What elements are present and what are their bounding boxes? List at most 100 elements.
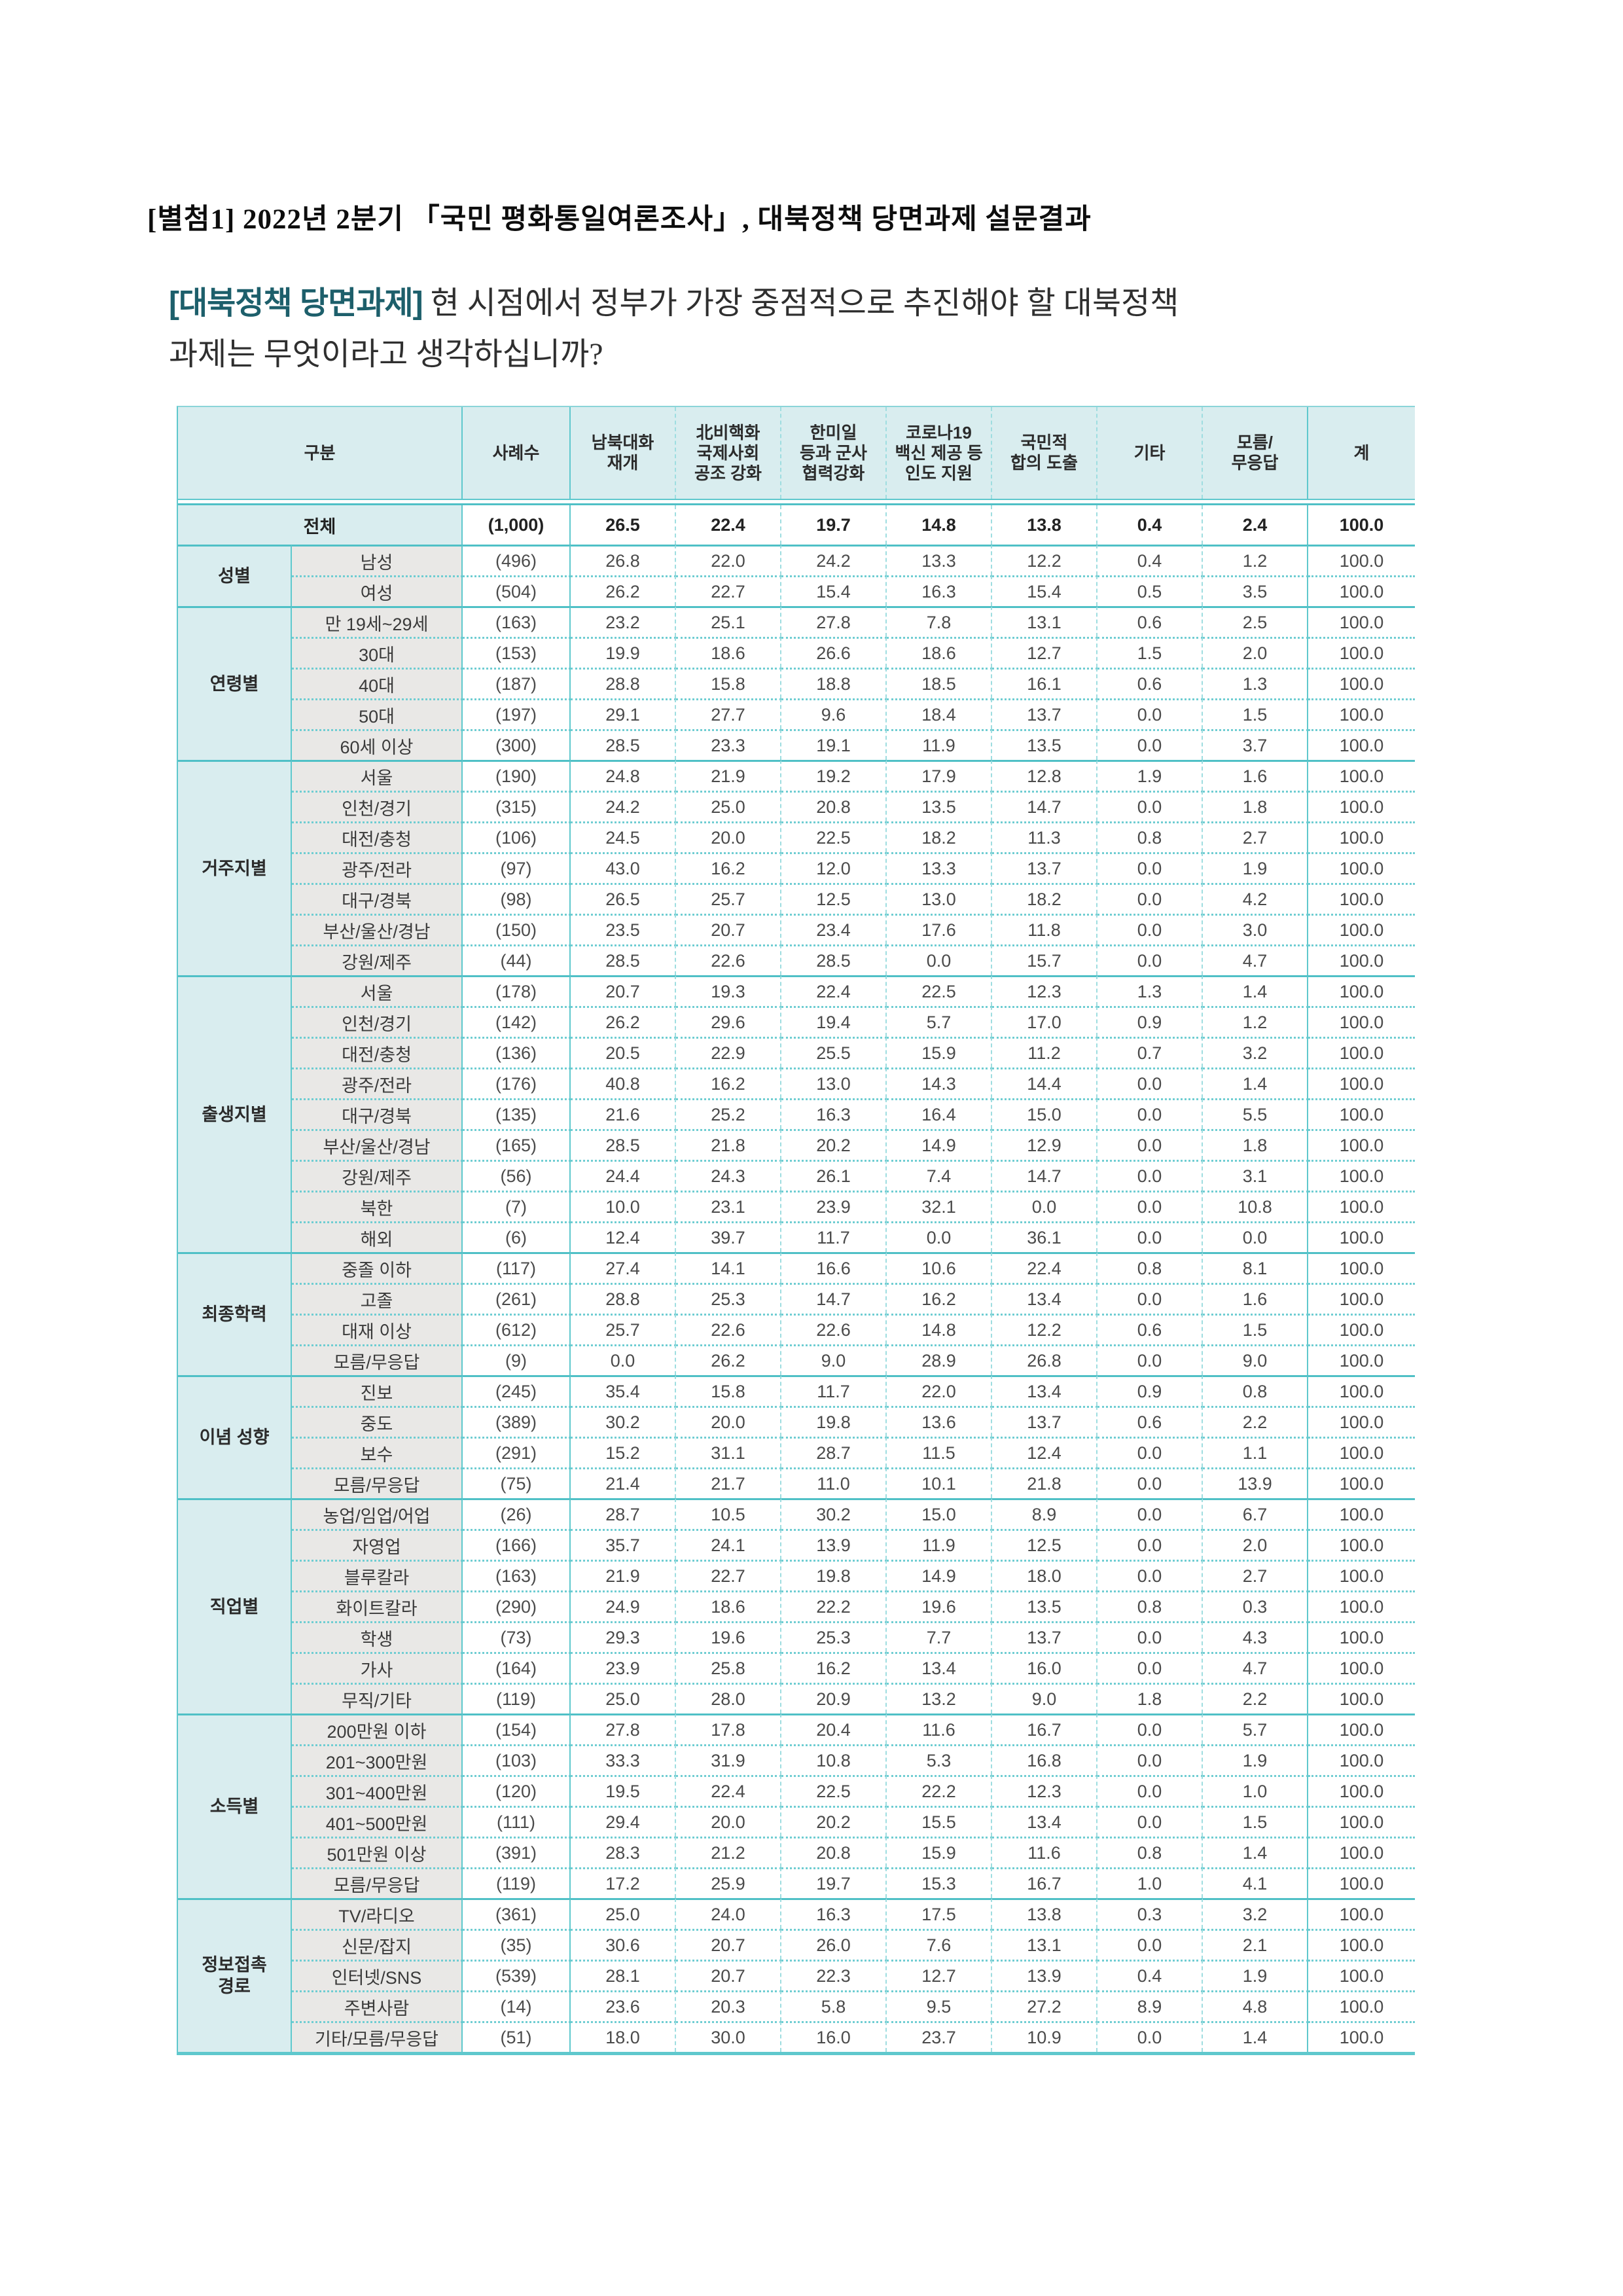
row-value: 8.1 [1203, 1252, 1308, 1283]
row-value: 26.6 [781, 637, 887, 668]
row-value: 17.0 [992, 1006, 1097, 1037]
row-value: 39.7 [676, 1221, 781, 1252]
row-value: 20.8 [781, 791, 887, 821]
row-value: 0.9 [1097, 1375, 1203, 1406]
row-value: 15.0 [992, 1098, 1097, 1129]
row-value: 26.8 [992, 1344, 1097, 1375]
row-value: 100.0 [1308, 1929, 1415, 1960]
column-header-etc: 기타 [1097, 407, 1203, 499]
row-value: 11.9 [887, 1529, 992, 1560]
row-value: 16.3 [887, 575, 992, 606]
row-label: 여성 [292, 575, 463, 606]
row-value: 18.0 [992, 1560, 1097, 1590]
row-value: 100.0 [1308, 1129, 1415, 1160]
row-value: 8.9 [1097, 1990, 1203, 2021]
total-row-value: 22.4 [676, 505, 781, 545]
row-cases: (165) [463, 1129, 571, 1160]
row-value: 0.0 [1097, 1467, 1203, 1498]
row-value: 100.0 [1308, 2021, 1415, 2052]
row-label: TV/라디오 [292, 1898, 463, 1929]
row-value: 1.5 [1097, 637, 1203, 668]
row-cases: (197) [463, 698, 571, 729]
row-value: 25.0 [676, 791, 781, 821]
row-value: 11.7 [781, 1221, 887, 1252]
row-value: 0.8 [1097, 821, 1203, 852]
row-value: 2.7 [1203, 1560, 1308, 1590]
row-value: 12.8 [992, 760, 1097, 791]
row-value: 13.3 [887, 852, 992, 883]
row-value: 11.9 [887, 729, 992, 760]
row-value: 11.2 [992, 1037, 1097, 1067]
group-label-0: 성별 [178, 545, 292, 606]
row-value: 1.9 [1203, 1960, 1308, 1990]
row-value: 19.6 [676, 1621, 781, 1652]
row-value: 0.6 [1097, 1314, 1203, 1344]
row-value: 23.9 [571, 1652, 676, 1683]
row-value: 0.0 [1097, 1129, 1203, 1160]
row-label: 모름/무응답 [292, 1867, 463, 1898]
row-value: 16.0 [992, 1652, 1097, 1683]
row-cases: (153) [463, 637, 571, 668]
row-value: 100.0 [1308, 883, 1415, 914]
row-value: 16.2 [781, 1652, 887, 1683]
row-value: 5.3 [887, 1744, 992, 1775]
row-value: 25.9 [676, 1867, 781, 1898]
row-value: 23.4 [781, 914, 887, 944]
row-value: 100.0 [1308, 1067, 1415, 1098]
row-value: 24.2 [571, 791, 676, 821]
row-value: 24.9 [571, 1590, 676, 1621]
row-value: 10.8 [1203, 1191, 1308, 1221]
row-cases: (504) [463, 575, 571, 606]
row-value: 18.6 [676, 637, 781, 668]
row-cases: (142) [463, 1006, 571, 1037]
row-value: 0.5 [1097, 575, 1203, 606]
row-value: 2.2 [1203, 1406, 1308, 1437]
row-cases: (119) [463, 1683, 571, 1713]
row-value: 26.0 [781, 1929, 887, 1960]
row-cases: (73) [463, 1621, 571, 1652]
row-label: 부산/울산/경남 [292, 914, 463, 944]
row-value: 0.4 [1097, 545, 1203, 575]
row-value: 16.0 [781, 2021, 887, 2052]
row-value: 23.2 [571, 606, 676, 637]
row-value: 24.2 [781, 545, 887, 575]
row-value: 12.2 [992, 1314, 1097, 1344]
row-value: 0.0 [1097, 944, 1203, 975]
row-value: 0.0 [1097, 1498, 1203, 1529]
row-value: 29.6 [676, 1006, 781, 1037]
row-value: 27.2 [992, 1990, 1097, 2021]
row-label: 보수 [292, 1437, 463, 1467]
row-value: 10.8 [781, 1744, 887, 1775]
row-value: 24.8 [571, 760, 676, 791]
row-label: 대전/충청 [292, 821, 463, 852]
row-value: 25.7 [571, 1314, 676, 1344]
row-value: 0.0 [1097, 698, 1203, 729]
row-value: 17.2 [571, 1867, 676, 1898]
row-value: 100.0 [1308, 575, 1415, 606]
row-cases: (315) [463, 791, 571, 821]
row-value: 100.0 [1308, 1590, 1415, 1621]
row-value: 0.0 [1097, 1437, 1203, 1467]
row-label: 50대 [292, 698, 463, 729]
row-cases: (261) [463, 1283, 571, 1314]
row-value: 27.4 [571, 1252, 676, 1283]
row-value: 12.9 [992, 1129, 1097, 1160]
row-value: 2.2 [1203, 1683, 1308, 1713]
row-value: 16.2 [676, 852, 781, 883]
row-value: 22.7 [676, 1560, 781, 1590]
row-value: 12.7 [887, 1960, 992, 1990]
row-label: 401~500만원 [292, 1806, 463, 1837]
row-label: 서울 [292, 975, 463, 1006]
row-value: 13.3 [887, 545, 992, 575]
row-value: 100.0 [1308, 1560, 1415, 1590]
row-value: 18.4 [887, 698, 992, 729]
row-value: 6.7 [1203, 1498, 1308, 1529]
row-value: 1.2 [1203, 1006, 1308, 1037]
row-value: 14.7 [781, 1283, 887, 1314]
row-value: 0.0 [1097, 1283, 1203, 1314]
row-value: 13.0 [781, 1067, 887, 1098]
row-value: 13.7 [992, 698, 1097, 729]
row-value: 0.0 [1097, 1775, 1203, 1806]
row-value: 0.6 [1097, 1406, 1203, 1437]
row-value: 29.3 [571, 1621, 676, 1652]
